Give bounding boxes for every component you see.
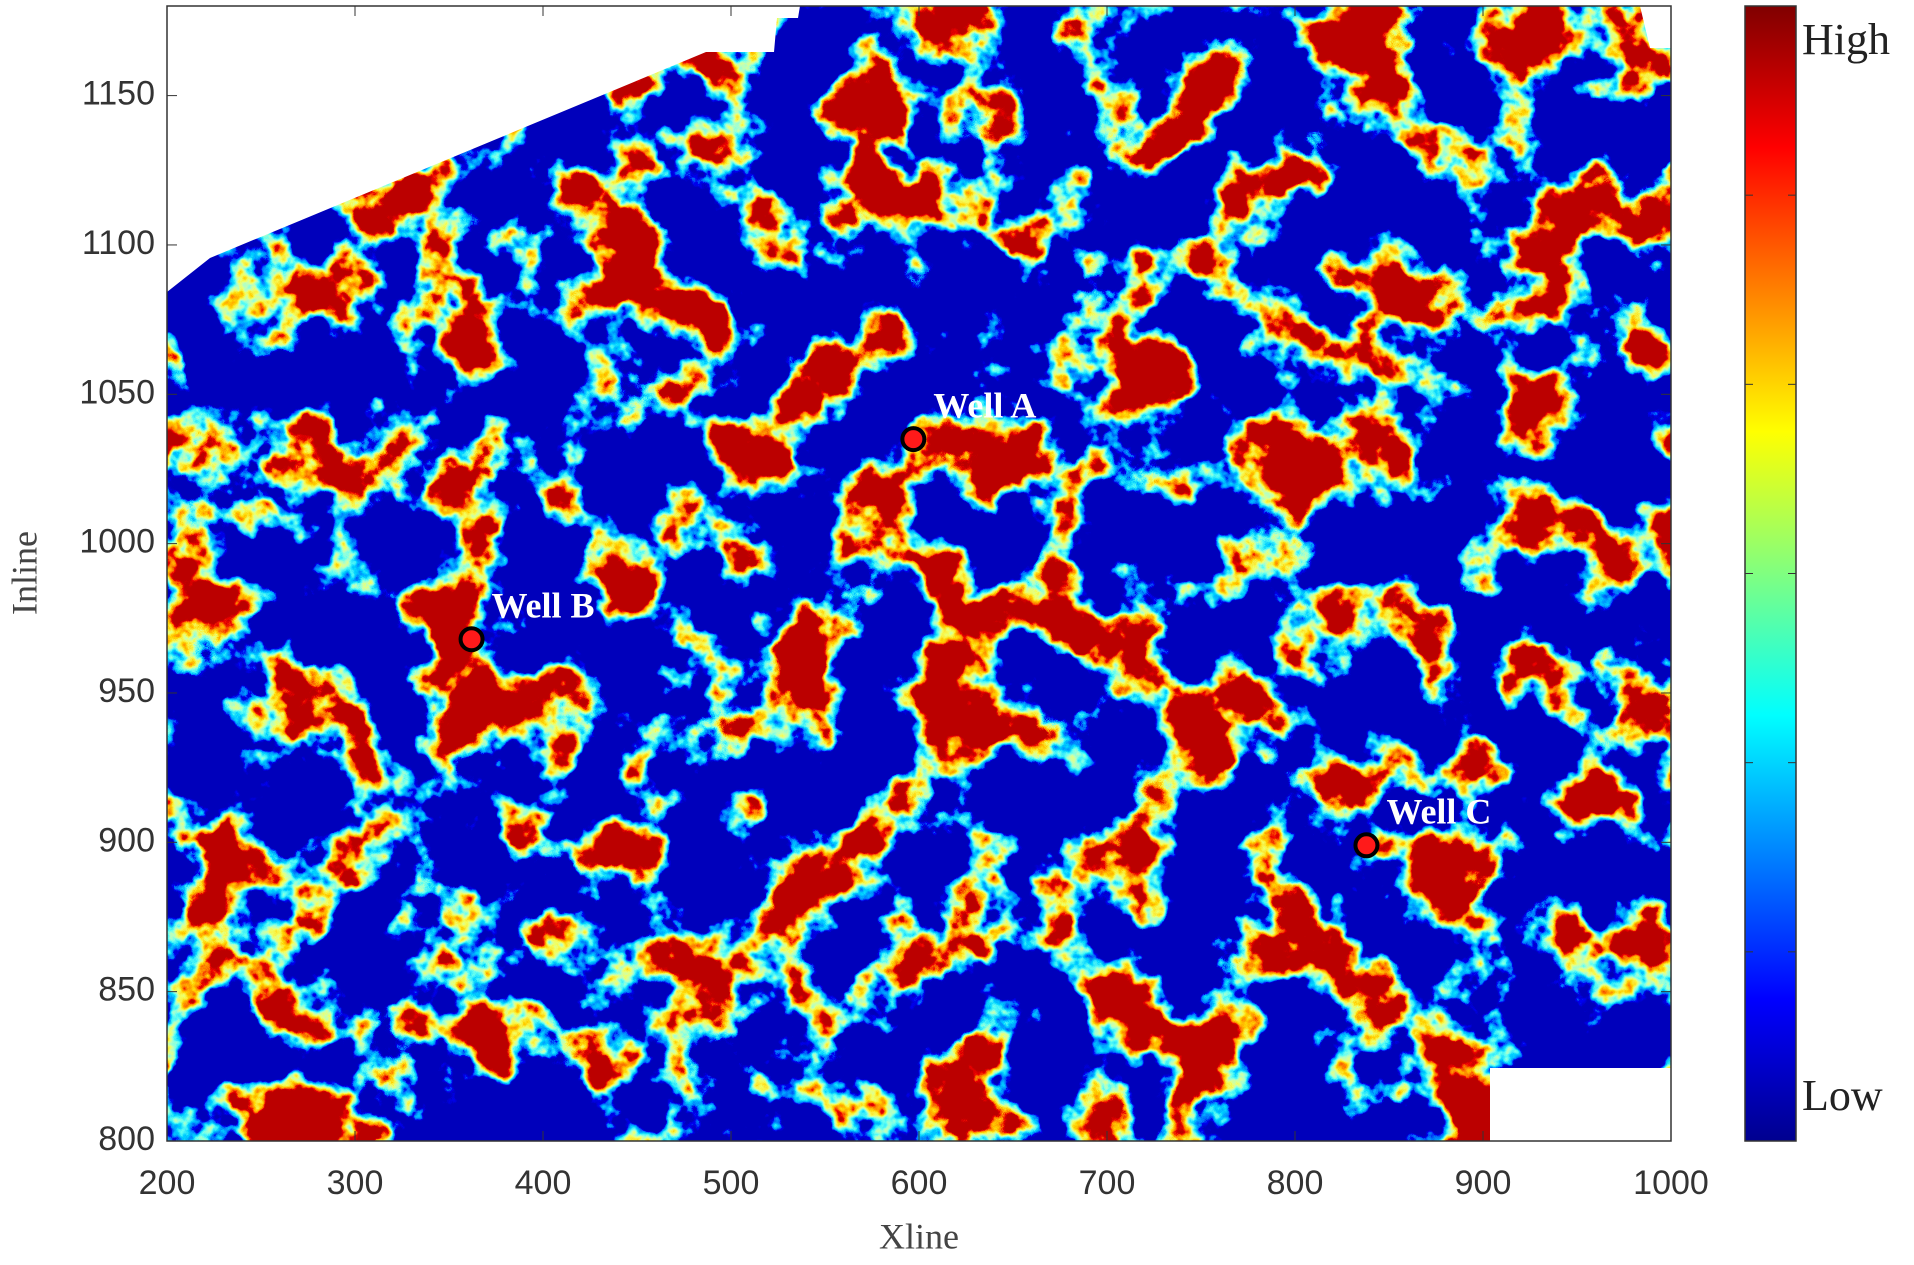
x-tick-label: 900 bbox=[1455, 1164, 1512, 1202]
y-tick-label: 1150 bbox=[82, 75, 155, 113]
well-marker bbox=[458, 626, 485, 653]
well-label: Well C bbox=[1386, 792, 1491, 832]
y-tick-label: 950 bbox=[98, 672, 155, 710]
heatmap bbox=[166, 5, 1672, 1142]
x-tick-label: 500 bbox=[703, 1164, 760, 1202]
well-label: Well A bbox=[933, 385, 1036, 425]
x-tick-label: 200 bbox=[139, 1164, 196, 1202]
x-tick-label: 1000 bbox=[1633, 1164, 1709, 1202]
well-marker bbox=[1353, 832, 1380, 859]
no-data-area bbox=[1640, 6, 1671, 48]
heatmap-texture bbox=[167, 6, 1671, 1141]
no-data-area bbox=[167, 6, 800, 292]
no-data-area bbox=[1490, 1068, 1671, 1141]
colorbar-high: High bbox=[1802, 15, 1890, 64]
x-tick-label: 400 bbox=[515, 1164, 572, 1202]
y-tick-label: 1100 bbox=[82, 224, 155, 262]
x-axis-label: Xline bbox=[879, 1216, 959, 1256]
x-tick-label: 300 bbox=[327, 1164, 384, 1202]
well-marker bbox=[900, 426, 927, 453]
well-label: Well B bbox=[492, 585, 595, 625]
x-tick-label: 800 bbox=[1267, 1164, 1324, 1202]
colorbar bbox=[1744, 5, 1797, 1142]
colorbar-low: Low bbox=[1802, 1071, 1883, 1120]
x-tick-label: 600 bbox=[891, 1164, 948, 1202]
y-axis-label: Inline bbox=[4, 531, 44, 615]
x-tick-label: 700 bbox=[1079, 1164, 1136, 1202]
y-tick-label: 850 bbox=[98, 971, 155, 1009]
y-tick-label: 900 bbox=[98, 821, 155, 859]
y-tick-label: 1050 bbox=[79, 373, 155, 411]
y-tick-label: 800 bbox=[98, 1120, 155, 1158]
y-tick-label: 1000 bbox=[79, 523, 155, 561]
